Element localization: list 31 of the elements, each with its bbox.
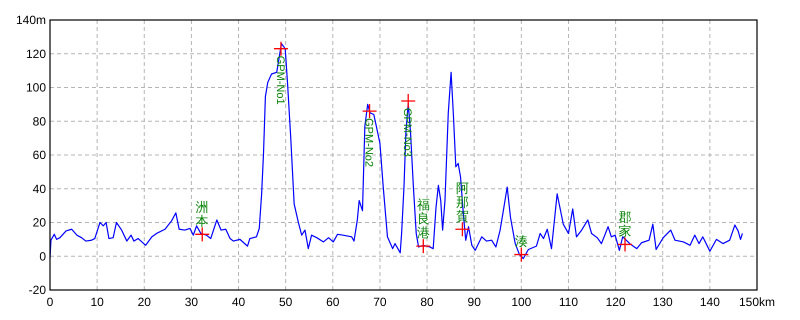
y-tick-label: -20 xyxy=(28,283,46,297)
y-tick-label: 80 xyxy=(32,114,46,128)
annotation: GPM-No3 xyxy=(401,108,414,157)
y-tick-label: 0 xyxy=(39,249,46,264)
annotation: 福良港 xyxy=(416,197,430,240)
annotation: GPM-No1 xyxy=(274,56,286,105)
y-tick-label: 40 xyxy=(32,182,46,196)
y-tick-label: 100 xyxy=(26,80,46,94)
x-tick-label: 70 xyxy=(373,295,387,309)
x-tick-label: 30 xyxy=(184,295,198,309)
annotation: GPM-No2 xyxy=(362,118,375,168)
annotation: 郡家 xyxy=(618,209,632,238)
y-tick-label: 20 xyxy=(32,216,46,230)
x-tick-label: 10 xyxy=(90,295,104,309)
annotation: 湊 xyxy=(514,234,528,249)
x-tick-label: 140 xyxy=(700,295,720,309)
x-tick-label: 20 xyxy=(138,295,152,309)
y-tick-label: 140m xyxy=(16,13,46,27)
annotation: 洲本 xyxy=(196,199,209,228)
x-tick-label: 40 xyxy=(232,295,246,309)
x-tick-label: 110 xyxy=(558,295,578,309)
x-tick-label: 80 xyxy=(420,295,434,309)
x-tick-label: 120 xyxy=(606,295,626,309)
y-tick-label: 60 xyxy=(32,148,46,162)
x-tick-label: 60 xyxy=(326,295,340,309)
x-tick-label: 130 xyxy=(652,295,674,309)
x-tick-label: 100 xyxy=(511,295,532,309)
x-tick-label: 50 xyxy=(278,295,293,309)
y-tick-label: 120 xyxy=(26,46,46,61)
x-tick-label: 90 xyxy=(468,295,482,309)
x-tick-label: 150km xyxy=(738,295,776,309)
